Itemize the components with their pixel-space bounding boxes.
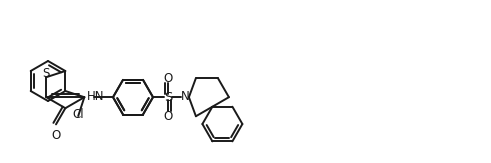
Text: O: O — [52, 129, 60, 142]
Text: HN: HN — [86, 90, 104, 103]
Text: O: O — [164, 72, 173, 85]
Text: Cl: Cl — [72, 108, 84, 121]
Text: S: S — [164, 91, 173, 104]
Text: N: N — [181, 90, 189, 103]
Text: S: S — [43, 67, 50, 80]
Text: O: O — [164, 110, 173, 123]
